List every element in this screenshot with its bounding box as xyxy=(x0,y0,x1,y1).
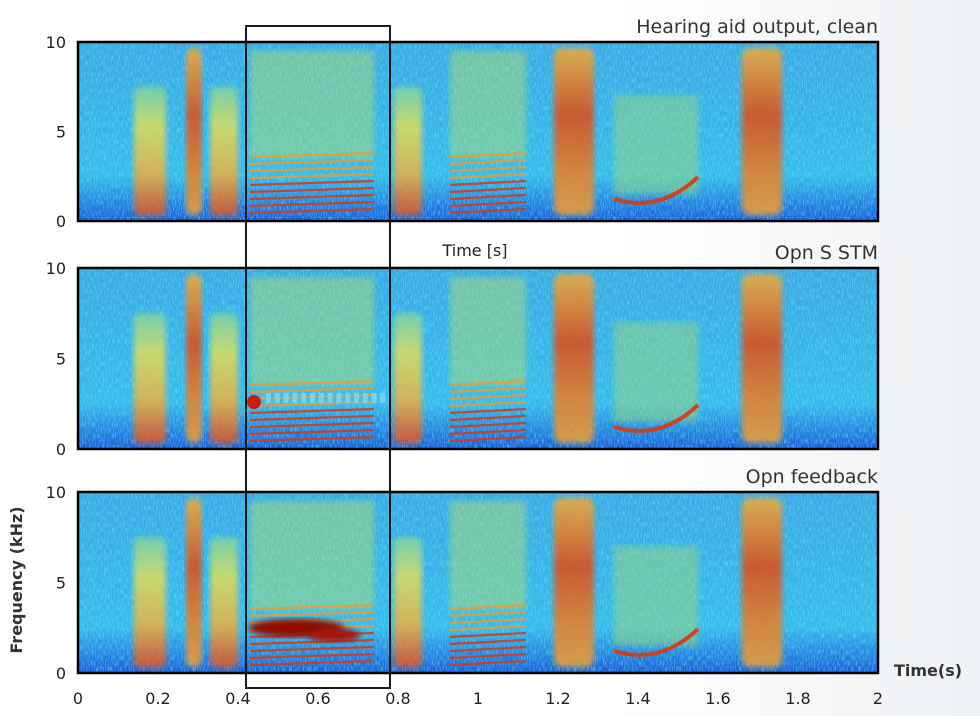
x-tick-label: 1 xyxy=(473,689,483,708)
panel-title: Opn feedback xyxy=(746,466,878,488)
stray-axis-label: Time [s] xyxy=(441,241,507,260)
spectrogram-panel: 0 5 10 Hearing aid output, clean xyxy=(46,16,880,231)
x-tick-label: 2 xyxy=(873,689,883,708)
spectrogram-panel: 0 5 10 Opn feedback xyxy=(46,466,880,683)
highlight-region-box xyxy=(245,25,391,689)
y-tick-label: 10 xyxy=(46,259,66,278)
y-tick-label: 0 xyxy=(56,440,66,459)
x-tick-label: 1.2 xyxy=(545,689,570,708)
panel-title: Hearing aid output, clean xyxy=(636,16,878,38)
y-tick-label: 5 xyxy=(56,574,66,593)
x-tick-label: 0.2 xyxy=(145,689,170,708)
x-tick-label: 1.4 xyxy=(625,689,650,708)
x-tick-label: 0 xyxy=(73,689,83,708)
y-tick-label: 10 xyxy=(46,483,66,502)
x-tick-label: 0.6 xyxy=(305,689,330,708)
y-tick-label: 0 xyxy=(56,664,66,683)
y-axis-label: Frequency (kHz) xyxy=(7,506,26,653)
x-tick-label: 1.6 xyxy=(705,689,730,708)
y-tick-label: 5 xyxy=(56,350,66,369)
x-axis-label: Time(s) xyxy=(894,661,962,680)
x-tick-label: 0.8 xyxy=(385,689,410,708)
x-axis-ticks: 0 0.2 0.4 0.6 0.8 1 1.2 1.4 1.6 1.8 2 xyxy=(73,689,883,708)
x-tick-label: 0.4 xyxy=(225,689,250,708)
y-tick-label: 5 xyxy=(56,123,66,142)
y-tick-label: 10 xyxy=(46,33,66,52)
spectrogram-panel: 0 5 10 Opn S STM xyxy=(46,242,880,459)
panel-title: Opn S STM xyxy=(775,242,878,264)
x-tick-label: 1.8 xyxy=(785,689,810,708)
y-tick-label: 0 xyxy=(56,212,66,231)
